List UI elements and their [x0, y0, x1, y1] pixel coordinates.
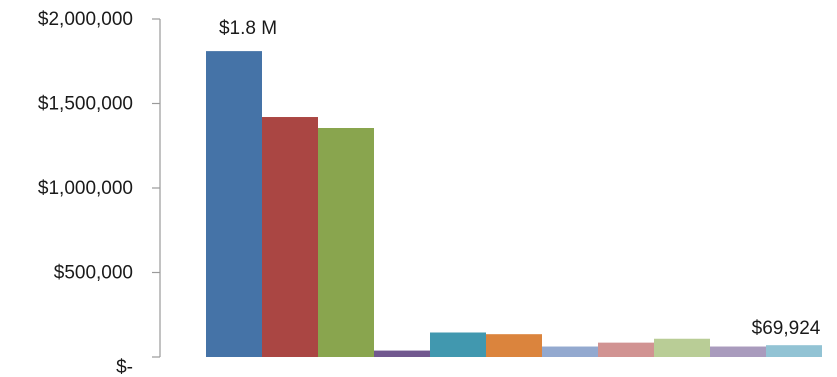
- bar-3: [318, 128, 374, 357]
- bar-6: [486, 334, 542, 357]
- bar-4: [374, 350, 430, 357]
- bar-2: [262, 117, 318, 358]
- bar-1: [206, 51, 262, 358]
- y-tick-label: $500,000: [54, 263, 133, 284]
- bar-5: [430, 332, 486, 357]
- bar-10: [710, 346, 766, 357]
- y-tick-label: $1,000,000: [38, 178, 133, 199]
- bar-7: [542, 346, 598, 357]
- y-tick-label: $-: [116, 357, 133, 377]
- bar-8: [598, 342, 654, 357]
- data-label-bar-1: $1.8 M: [219, 18, 277, 39]
- y-tick-label: $1,500,000: [38, 94, 133, 115]
- y-axis: $- $500,000 $1,000,000 $1,500,000 $2,000,000: [38, 9, 161, 377]
- y-tick-label: $2,000,000: [38, 9, 133, 30]
- bar-11: [766, 345, 822, 357]
- bar-9: [654, 338, 710, 357]
- data-labels: $1.8 M $69,924: [219, 18, 821, 339]
- data-label-bar-11: $69,924: [752, 318, 821, 339]
- bars: [206, 51, 822, 358]
